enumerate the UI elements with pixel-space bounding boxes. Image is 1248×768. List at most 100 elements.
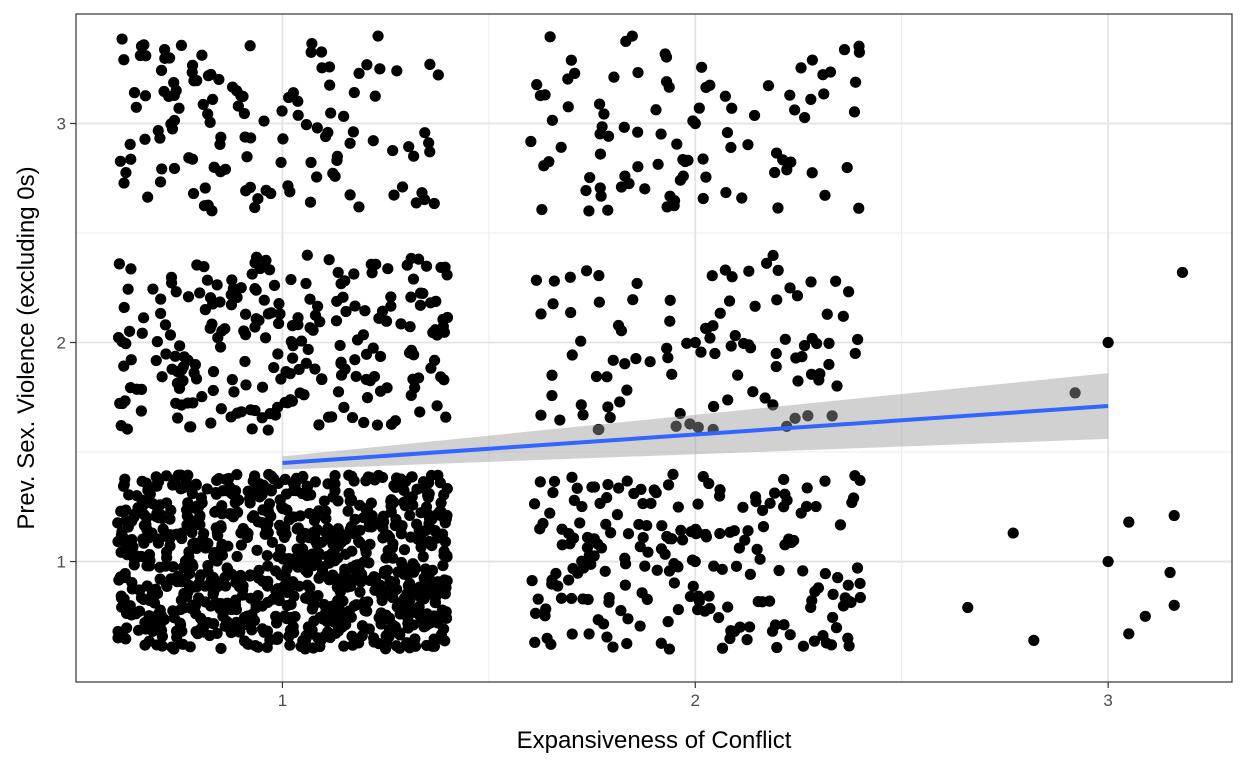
data-point [327,491,339,503]
data-point [118,301,130,314]
data-point [387,144,399,157]
data-point [179,573,191,585]
data-point [357,512,370,524]
data-point [406,471,418,483]
data-point [387,538,399,550]
data-point [684,590,697,603]
data-point [182,586,194,598]
data-point [565,306,577,319]
data-point [603,596,615,608]
data-point [311,523,323,536]
data-point [189,359,201,371]
data-point [374,350,387,363]
data-point [201,483,213,495]
data-point [207,571,219,584]
data-point [302,621,315,633]
data-point [244,40,256,52]
data-point [534,523,546,535]
data-point [193,577,205,589]
data-point [764,595,776,607]
data-point [124,138,136,150]
data-point [594,497,606,509]
data-point [238,107,250,120]
data-point [419,483,431,495]
data-point [123,325,136,337]
data-point [358,416,370,429]
data-point [196,391,208,403]
data-point [304,322,316,334]
data-point [739,534,751,546]
data-point [550,567,562,580]
data-point [824,66,837,78]
data-point [662,479,675,491]
data-point [769,487,781,499]
data-point [437,559,449,572]
data-point [372,579,384,591]
data-point [143,610,155,622]
data-point [422,509,435,521]
data-point [607,641,619,653]
data-point [791,290,804,302]
panel-border [75,13,1233,683]
data-point [423,517,435,529]
y-tick-label: 2 [57,334,66,353]
data-point [752,595,764,608]
data-point [251,544,263,556]
data-point [120,504,132,516]
data-point [641,593,653,605]
data-point [252,193,264,205]
data-point [137,312,150,324]
data-point [1069,387,1081,399]
data-point [231,291,243,303]
data-point [438,489,450,501]
data-point [244,570,256,582]
data-point [601,631,613,643]
data-point [314,640,326,653]
data-point [187,187,200,200]
data-point [231,469,243,481]
data-point [337,291,349,303]
data-point [806,167,818,179]
data-point [230,594,242,606]
data-point [112,331,125,344]
data-point [385,300,397,312]
data-point [583,628,595,640]
data-point [140,50,152,62]
data-point [177,482,189,494]
data-point [338,640,350,652]
data-point [614,396,626,408]
data-point [743,265,755,277]
data-point [118,360,130,372]
data-point [565,54,577,66]
data-point [810,500,822,513]
data-point [826,611,839,624]
data-point [338,110,350,122]
data-point [417,287,429,300]
data-point [1102,555,1114,568]
data-point [231,616,243,628]
data-point [314,316,326,328]
data-point [396,181,409,193]
data-point [166,363,178,375]
data-point [408,150,420,162]
data-point [585,558,597,570]
data-point [656,520,668,532]
data-point [159,52,171,64]
data-point [235,406,247,418]
data-point [622,528,635,540]
data-point [611,509,623,521]
data-point [301,249,313,261]
data-point [292,522,304,534]
data-point [262,424,274,436]
data-point [613,482,625,494]
data-point [761,257,773,269]
data-point [532,593,544,605]
data-point [168,162,181,175]
data-point [304,196,317,208]
confidence-band [282,373,1109,470]
data-point [276,502,289,515]
data-point [771,641,783,654]
data-point [262,527,274,539]
data-point [300,277,312,290]
data-point [805,93,817,105]
